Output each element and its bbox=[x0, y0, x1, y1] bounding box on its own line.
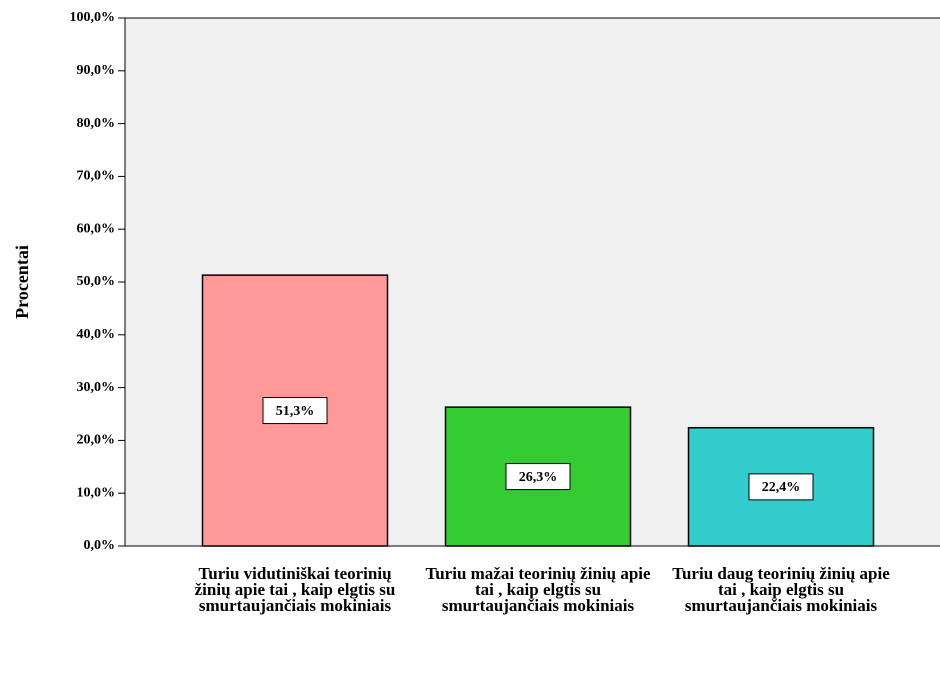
value-label-box bbox=[505, 463, 571, 491]
y-tick-label: 70,0% bbox=[77, 169, 116, 184]
x-tick-label: Turiu mažai teorinių žinių apie tai , ka… bbox=[425, 564, 651, 615]
x-tick-label: Turiu daug teorinių žinių apie tai , kai… bbox=[672, 564, 890, 615]
y-tick-label: 80,0% bbox=[77, 116, 116, 131]
y-tick-label: 10,0% bbox=[77, 485, 116, 500]
value-label-box bbox=[748, 473, 814, 501]
value-label: 26,3% bbox=[519, 470, 558, 485]
y-tick-label: 0,0% bbox=[84, 538, 116, 553]
value-label: 51,3% bbox=[276, 404, 315, 419]
y-tick-label: 90,0% bbox=[77, 63, 116, 78]
value-label-box bbox=[262, 397, 328, 425]
value-label: 22,4% bbox=[762, 480, 801, 495]
x-tick-label: Turiu vidutiniškai teorinių žinių apie t… bbox=[194, 564, 396, 615]
y-tick-label: 20,0% bbox=[77, 433, 116, 448]
y-tick-label: 100,0% bbox=[70, 10, 116, 25]
y-tick-label: 50,0% bbox=[77, 274, 116, 289]
y-tick-label: 30,0% bbox=[77, 380, 116, 395]
y-tick-label: 60,0% bbox=[77, 221, 116, 236]
y-tick-label: 40,0% bbox=[77, 327, 116, 342]
y-axis-label: Procentai bbox=[12, 245, 32, 319]
